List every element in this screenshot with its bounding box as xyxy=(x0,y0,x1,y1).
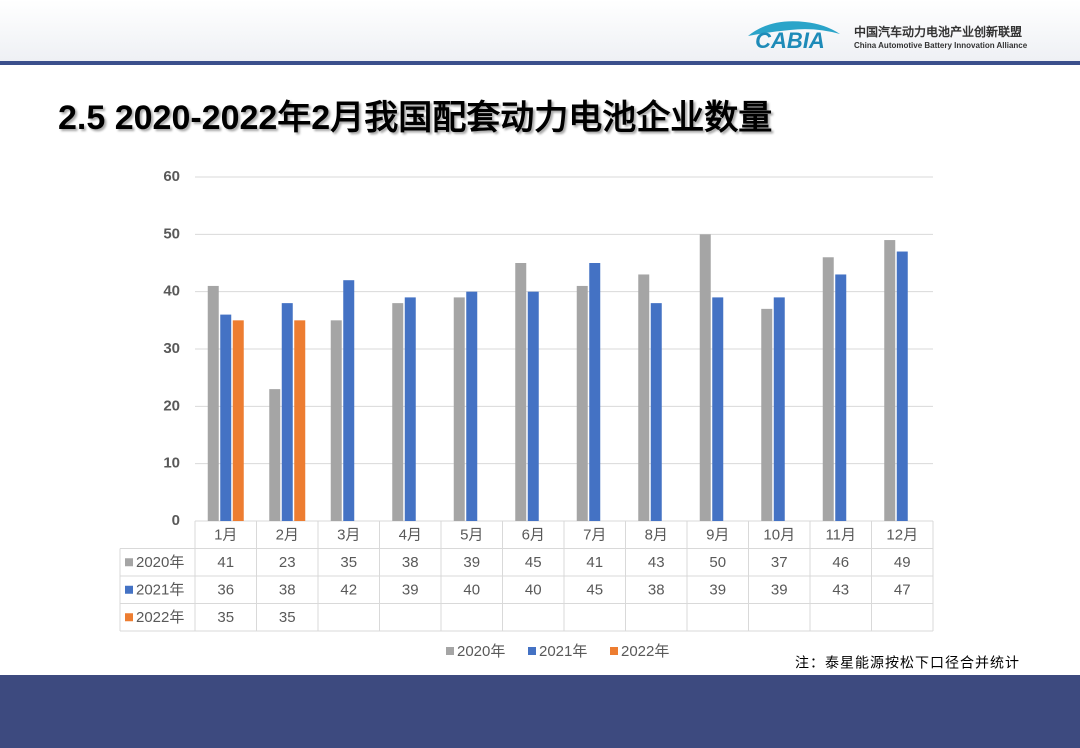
table-cell: 45 xyxy=(586,582,603,599)
x-tick-label: 3月 xyxy=(337,527,360,544)
table-cell: 39 xyxy=(709,582,726,599)
table-row-header: 2021年 xyxy=(136,582,184,599)
y-tick-label: 10 xyxy=(163,455,180,472)
table-cell: 42 xyxy=(340,582,357,599)
org-name-en: China Automotive Battery Innovation Alli… xyxy=(854,41,1028,50)
x-tick-label: 6月 xyxy=(522,527,545,544)
x-tick-label: 7月 xyxy=(583,527,606,544)
y-tick-label: 40 xyxy=(163,283,180,300)
bar xyxy=(896,251,908,522)
bar xyxy=(330,320,342,521)
bar xyxy=(712,297,724,521)
x-tick-label: 10月 xyxy=(763,527,795,544)
bar xyxy=(207,285,219,521)
table-cell: 43 xyxy=(832,582,849,599)
x-tick-label: 2月 xyxy=(276,527,299,544)
x-tick-label: 12月 xyxy=(886,527,918,544)
x-tick-label: 11月 xyxy=(825,527,856,544)
bar xyxy=(281,303,293,521)
chart-title: 2.5 2020-2022年2月我国配套动力电池企业数量 xyxy=(58,98,772,137)
x-tick-label: 9月 xyxy=(706,527,729,544)
logo-swoosh xyxy=(748,21,840,36)
bar xyxy=(343,280,355,521)
table-cell: 49 xyxy=(894,554,911,571)
table-legend-key xyxy=(125,613,133,622)
footer-band xyxy=(0,675,1080,748)
y-tick-label: 20 xyxy=(163,397,180,414)
legend-label: 2020年 xyxy=(457,643,505,660)
table-cell: 45 xyxy=(525,554,542,571)
table-cell: 38 xyxy=(402,554,419,571)
chart-note: 注：泰星能源按松下口径合并统计 xyxy=(795,655,1020,671)
bar xyxy=(269,389,281,521)
table-cell: 40 xyxy=(525,582,542,599)
table-cell: 43 xyxy=(648,554,665,571)
table-cell: 39 xyxy=(463,554,480,571)
bar xyxy=(466,291,478,521)
bar xyxy=(884,240,896,522)
bar xyxy=(589,263,601,521)
bar xyxy=(515,263,527,521)
table-cell: 23 xyxy=(279,554,296,571)
legend-key xyxy=(610,647,618,655)
legend-label: 2022年 xyxy=(621,643,669,660)
bar xyxy=(453,297,465,521)
table-cell: 39 xyxy=(402,582,419,599)
table-legend-key xyxy=(125,558,133,567)
x-tick-label: 5月 xyxy=(460,527,483,544)
bar xyxy=(761,308,773,521)
legend-label: 2021年 xyxy=(539,643,587,660)
table-cell: 41 xyxy=(586,554,603,571)
bar xyxy=(638,274,650,521)
table-cell: 36 xyxy=(217,582,234,599)
bar xyxy=(392,303,404,521)
table-cell: 38 xyxy=(279,582,296,599)
table-cell: 39 xyxy=(771,582,788,599)
bar xyxy=(822,257,834,521)
legend-key xyxy=(446,647,454,655)
bar xyxy=(699,234,711,522)
table-cell: 37 xyxy=(771,554,788,571)
x-tick-label: 8月 xyxy=(645,527,668,544)
y-tick-label: 30 xyxy=(163,340,180,357)
table-cell: 35 xyxy=(217,609,234,626)
header-band xyxy=(0,0,1080,62)
header-rule xyxy=(0,61,1080,65)
table-cell: 41 xyxy=(217,554,234,571)
bar xyxy=(576,285,588,521)
table-cell: 38 xyxy=(648,582,665,599)
x-tick-label: 4月 xyxy=(399,527,422,544)
table-cell: 46 xyxy=(832,554,849,571)
table-legend-key xyxy=(125,585,133,594)
y-tick-label: 60 xyxy=(163,168,180,185)
table-cell: 40 xyxy=(463,582,480,599)
table-row-header: 2022年 xyxy=(136,609,184,626)
y-tick-label: 0 xyxy=(172,512,180,529)
bar xyxy=(404,297,416,521)
table-cell: 50 xyxy=(709,554,726,571)
table-cell: 47 xyxy=(894,582,911,599)
logo-text: CABIA xyxy=(755,28,825,53)
table-cell: 35 xyxy=(279,609,296,626)
table-cell: 35 xyxy=(340,554,357,571)
bar xyxy=(650,303,662,521)
bar xyxy=(835,274,847,521)
y-tick-label: 50 xyxy=(163,225,180,242)
legend-key xyxy=(528,647,536,655)
table-row-header: 2020年 xyxy=(136,554,184,571)
x-tick-label: 1月 xyxy=(214,527,237,544)
bar xyxy=(220,314,232,521)
org-name-cn: 中国汽车动力电池产业创新联盟 xyxy=(854,24,1022,39)
bar xyxy=(232,320,244,521)
bar xyxy=(773,297,785,521)
bar xyxy=(527,291,539,521)
bar xyxy=(294,320,306,521)
